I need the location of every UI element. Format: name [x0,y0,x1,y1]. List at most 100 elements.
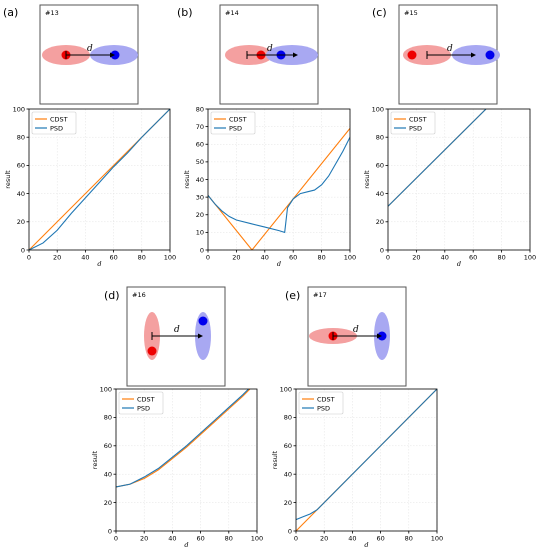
y-tick-label: 60 [104,442,112,450]
scenario-id: #16 [132,291,146,299]
x-tick-label: 40 [81,254,89,262]
series-line-psd [388,109,487,207]
series-line-psd [116,389,249,488]
series-line-psd [29,109,170,250]
y-tick-label: 60 [17,162,25,170]
y-tick-label: 20 [104,499,112,507]
scenario-diagram-17: #17 d [307,286,407,387]
y-tick-label: 20 [376,218,384,226]
y-tick-label: 60 [376,162,384,170]
y-tick-label: 20 [17,218,25,226]
axes-frame [295,388,438,532]
x-tick-label: 100 [251,535,263,543]
arrow-head [377,333,382,339]
x-tick-label: 60 [289,254,297,262]
y-tick-label: 70 [196,123,204,131]
series-line-psd [296,389,437,521]
x-tick-label: 20 [412,254,420,262]
y-tick-label: 0 [288,527,292,535]
legend-label-psd: PSD [317,404,330,412]
y-axis-label: result [91,450,99,469]
legend-label-cdst: CDST [409,115,427,123]
y-tick-label: 80 [104,414,112,422]
series-line-psd [208,136,350,234]
x-axis-label: d [184,541,188,549]
scenario-id: #15 [404,9,418,17]
legend-label-cdst: CDST [229,115,247,123]
legend-label-cdst: CDST [317,395,335,403]
panel-label-b: (b) [177,6,193,19]
y-tick-label: 20 [196,211,204,219]
y-tick-label: 100 [100,385,112,393]
x-tick-label: 0 [206,254,210,262]
x-tick-label: 60 [109,254,117,262]
distance-label: d [267,44,273,54]
x-tick-label: 20 [53,254,61,262]
x-axis-label: d [364,541,368,549]
x-tick-label: 80 [497,254,505,262]
y-axis-label: result [271,450,279,469]
scenario-diagram-14: #14 d [219,4,319,105]
x-tick-label: 60 [469,254,477,262]
x-tick-label: 80 [317,254,325,262]
y-tick-label: 10 [196,229,204,237]
x-tick-label: 20 [232,254,240,262]
scenario-diagram-16: #16 d [126,286,226,387]
y-tick-label: 80 [17,134,25,142]
y-tick-label: 80 [284,414,292,422]
panel-label-e: (e) [285,289,300,302]
legend-label-psd: PSD [50,124,63,132]
x-tick-label: 0 [114,535,118,543]
x-tick-label: 20 [140,535,148,543]
chart-scenario-14: 0 20 40 60 80 100 0 10 20 30 40 50 60 70 80 d result CDST… [183,105,356,268]
red-dot [147,346,157,356]
x-tick-label: 60 [376,535,384,543]
y-tick-label: 100 [13,105,25,113]
y-tick-label: 40 [284,471,292,479]
y-tick-label: 40 [376,190,384,198]
x-axis-label: d [277,260,281,268]
x-tick-label: 100 [164,254,176,262]
y-tick-label: 30 [196,193,204,201]
x-tick-label: 60 [196,535,204,543]
scenario-diagram-13: #13 d [39,4,139,105]
legend-label-psd: PSD [229,124,242,132]
scenario-id: #13 [45,9,59,17]
y-tick-label: 60 [284,442,292,450]
panel-label-c: (c) [372,6,387,19]
y-tick-label: 40 [104,471,112,479]
x-tick-label: 40 [168,535,176,543]
y-tick-label: 0 [380,246,384,254]
y-tick-label: 100 [280,385,292,393]
x-tick-label: 0 [27,254,31,262]
legend-label-psd: PSD [409,124,422,132]
scenario-id: #14 [225,9,239,17]
y-tick-label: 40 [196,176,204,184]
x-axis-label: d [97,260,101,268]
y-tick-label: 60 [196,141,204,149]
axes-frame [115,388,258,532]
y-axis-label: result [363,170,371,189]
y-tick-label: 100 [372,105,384,113]
y-axis-label: result [4,170,12,189]
x-tick-label: 0 [386,254,390,262]
x-tick-label: 40 [348,535,356,543]
x-tick-label: 40 [441,254,449,262]
arrow-head [110,52,115,58]
panel-label-a: (a) [3,6,18,19]
x-tick-label: 100 [524,254,536,262]
legend-label-psd: PSD [137,404,150,412]
arrow-head [293,52,298,58]
blue-dot [485,50,495,60]
axes-frame [387,108,531,251]
y-tick-label: 80 [196,105,204,113]
arrow-head [198,333,203,339]
y-tick-label: 0 [108,527,112,535]
x-axis-label: d [457,260,461,268]
series-line-cdst [208,128,350,250]
y-axis-label: result [183,170,191,189]
